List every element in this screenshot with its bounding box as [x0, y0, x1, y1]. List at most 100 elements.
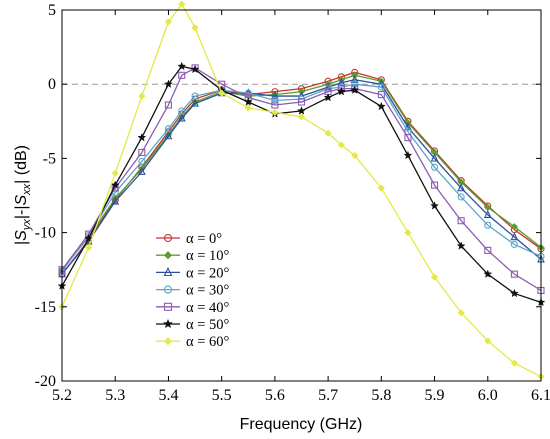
- y-tick-label: 5: [48, 2, 56, 19]
- data-point: [137, 166, 146, 175]
- y-axis-title-open: |: [13, 241, 30, 245]
- data-point: [178, 107, 186, 115]
- data-point: [138, 148, 146, 157]
- x-tick-label: 5.8: [371, 387, 391, 404]
- data-point: [163, 267, 173, 277]
- data-point: [484, 221, 492, 229]
- legend-item: α = 40°: [156, 300, 230, 316]
- data-point: [138, 157, 146, 165]
- data-point: [85, 243, 93, 252]
- data-point: [377, 184, 385, 192]
- legend-item: α = 50°: [156, 317, 230, 333]
- data-point: [137, 132, 147, 142]
- data-point: [431, 163, 439, 171]
- x-tick-label: 5.5: [212, 387, 232, 404]
- data-point: [483, 269, 493, 278]
- legend-item: α = 60°: [156, 334, 230, 350]
- x-tick-label: 5.7: [318, 387, 338, 404]
- x-tick-label: 5.9: [425, 387, 445, 404]
- data-point: [483, 209, 492, 218]
- data-point: [110, 180, 120, 189]
- data-point: [191, 92, 199, 100]
- x-tick-label: 6.1: [531, 387, 550, 404]
- series-line: [61, 67, 542, 292]
- y-axis-title-mid: |-|: [13, 206, 30, 220]
- data-point: [510, 223, 518, 231]
- data-point: [297, 98, 306, 106]
- legend-label: α = 50°: [186, 317, 230, 333]
- data-point: [510, 240, 518, 249]
- data-point: [177, 113, 186, 122]
- data-point: [177, 61, 187, 71]
- data-point: [430, 153, 439, 162]
- data-point: [271, 101, 279, 109]
- legend-item: α = 10°: [156, 248, 230, 264]
- data-point: [163, 251, 173, 260]
- data-point: [350, 85, 360, 94]
- data-point: [297, 113, 306, 121]
- y-axis-title-s2: S: [13, 195, 30, 206]
- data-point: [377, 83, 385, 91]
- legend-label: α = 30°: [186, 283, 230, 299]
- data-point: [351, 151, 359, 159]
- data-point: [163, 318, 173, 329]
- data-point: [484, 337, 492, 345]
- data-point: [457, 193, 465, 201]
- data-point: [191, 98, 199, 107]
- data-point: [297, 106, 306, 115]
- data-point: [190, 64, 200, 74]
- data-point: [404, 134, 412, 142]
- data-point: [178, 0, 186, 8]
- data-point: [431, 181, 439, 189]
- y-axis-title: |Syx|-|Sxx| (dB): [13, 145, 33, 245]
- data-point: [430, 201, 440, 210]
- data-point: [111, 196, 120, 205]
- data-point: [244, 104, 252, 112]
- x-tick-label: 6.0: [478, 387, 498, 404]
- data-point: [163, 302, 173, 311]
- legend-label: α = 40°: [186, 300, 230, 316]
- legend-item: α = 30°: [156, 283, 230, 299]
- data-point: [244, 89, 252, 97]
- data-point: [163, 285, 173, 294]
- y-tick-label: -20: [35, 373, 56, 390]
- x-tick-label: 5.6: [265, 387, 285, 404]
- tick-layer: 5.2 5.3 5.4 5.5 5.6 5.7 5.8 5.9 6.0 6.1 5 0 -5 -10 -15…: [35, 2, 550, 404]
- data-point: [191, 24, 199, 32]
- series-6: [58, 0, 545, 381]
- y-axis-title-close: | (dB): [13, 145, 30, 184]
- data-point: [163, 79, 173, 89]
- data-point: [404, 229, 412, 237]
- data-point: [510, 232, 519, 241]
- data-point: [218, 89, 226, 97]
- data-point: [336, 86, 346, 96]
- data-point: [138, 92, 146, 100]
- data-point: [271, 91, 279, 100]
- data-point: [403, 150, 413, 160]
- y-tick-label: -15: [35, 299, 56, 316]
- data-point: [164, 131, 173, 140]
- data-point: [111, 169, 119, 177]
- data-point: [323, 92, 333, 102]
- y-tick-label: -10: [35, 225, 56, 242]
- series-layer: [57, 0, 546, 381]
- x-tick-label: 5.2: [52, 387, 72, 404]
- data-point: [324, 82, 332, 91]
- data-point: [163, 233, 173, 243]
- data-point: [271, 96, 279, 105]
- data-point: [324, 129, 332, 137]
- data-point: [510, 359, 518, 367]
- data-point: [178, 71, 186, 79]
- plot-background: [62, 10, 541, 381]
- data-point: [509, 288, 519, 298]
- legend: α = 0°α = 10°α = 20° α = 30°α = 40°α = 50…: [156, 231, 230, 350]
- data-point: [376, 101, 386, 111]
- legend-label: α = 20°: [186, 265, 230, 281]
- y-tick-label: -5: [43, 150, 56, 167]
- data-point: [404, 122, 412, 131]
- data-point: [84, 233, 94, 243]
- data-point: [457, 183, 466, 192]
- data-point: [430, 273, 439, 281]
- data-point: [164, 101, 172, 109]
